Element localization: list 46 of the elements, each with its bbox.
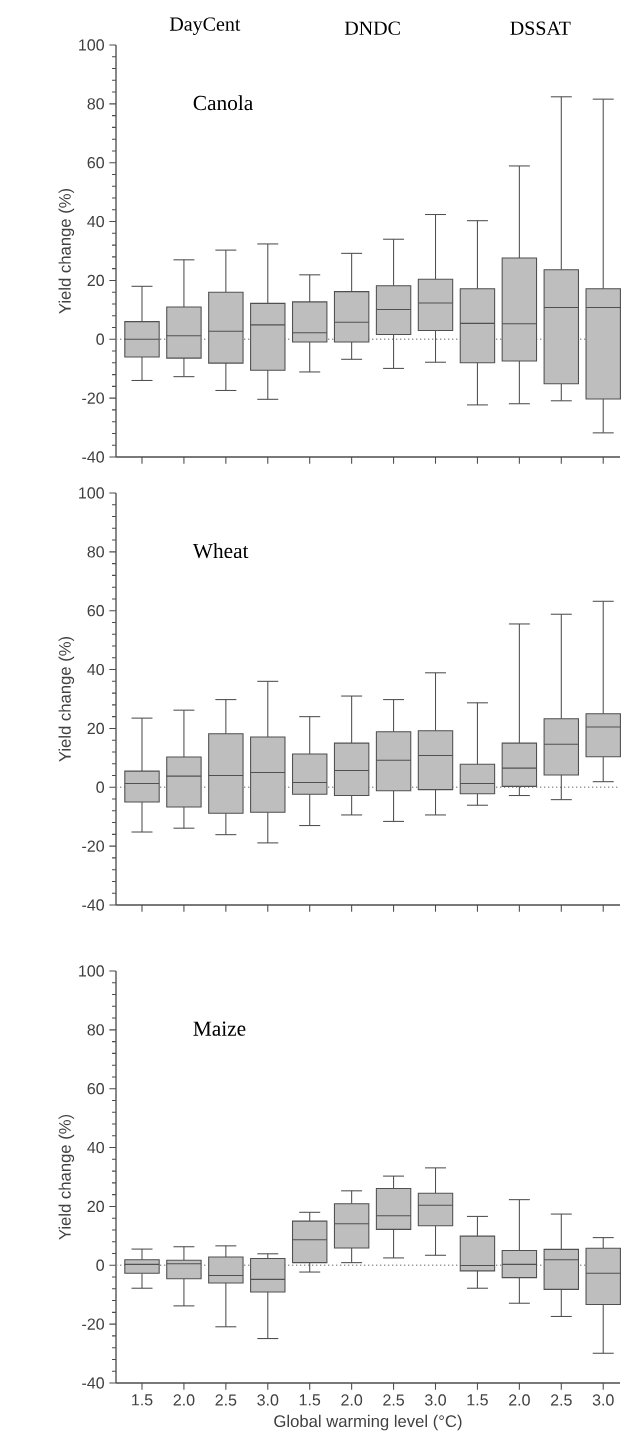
x-tick-label: 1.5	[467, 1394, 488, 1406]
text: Canola	[193, 95, 253, 111]
y-tick-label: 0	[96, 1259, 104, 1271]
text: DayCent	[169, 17, 241, 35]
y-tick-label: -20	[82, 840, 104, 852]
text: DSSAT	[510, 21, 571, 35]
y-tick-label: 60	[87, 605, 104, 617]
text: Maize	[193, 1021, 246, 1036]
y-tick-label: 20	[87, 1200, 104, 1213]
x-tick-label: 2.0	[173, 1394, 195, 1406]
y-tick-label: 100	[79, 965, 104, 977]
y-tick-label: -40	[82, 899, 104, 911]
x-tick-label: 1.5	[299, 1394, 321, 1406]
y-tick-label: -20	[82, 392, 104, 404]
y-tick-label: 0	[96, 781, 104, 793]
y-tick-label: 80	[87, 546, 104, 558]
y-tick-label: 100	[79, 39, 104, 51]
y-axis-title: Yield change (%)	[58, 188, 75, 314]
y-tick-label: 40	[87, 1141, 104, 1154]
y-tick-label: 100	[79, 487, 104, 499]
text: Wheat	[192, 543, 249, 559]
x-tick-label: 2.0	[509, 1394, 530, 1406]
x-tick-label: 2.5	[550, 1394, 572, 1406]
y-tick-label: -20	[82, 1318, 104, 1330]
x-tick-label: 2.5	[215, 1394, 237, 1406]
y-tick-label: 60	[87, 1083, 104, 1095]
y-tick-label: -40	[82, 1377, 104, 1389]
x-tick-label: 3.0	[424, 1394, 447, 1406]
text: DNDC	[344, 21, 400, 35]
x-tick-label: 3.0	[257, 1394, 279, 1406]
x-axis-title: Global warming level (°C)	[274, 1414, 462, 1431]
y-tick-label: 60	[87, 157, 104, 169]
y-tick-label: 0	[96, 333, 104, 345]
x-tick-label: 2.0	[341, 1394, 363, 1406]
y-tick-label: 80	[87, 1024, 104, 1036]
y-axis-title: Yield change (%)	[58, 636, 75, 762]
y-tick-label: 40	[87, 663, 104, 676]
x-tick-label: 3.0	[592, 1394, 614, 1406]
x-tick-label: 1.5	[132, 1394, 153, 1406]
y-axis-title: Yield change (%)	[58, 1114, 75, 1240]
x-tick-label: 2.5	[383, 1394, 405, 1406]
y-tick-label: 80	[87, 98, 104, 110]
y-tick-label: 20	[87, 274, 104, 287]
y-tick-label: -40	[82, 451, 104, 463]
y-tick-label: 20	[87, 722, 104, 735]
y-tick-label: 40	[87, 215, 104, 228]
